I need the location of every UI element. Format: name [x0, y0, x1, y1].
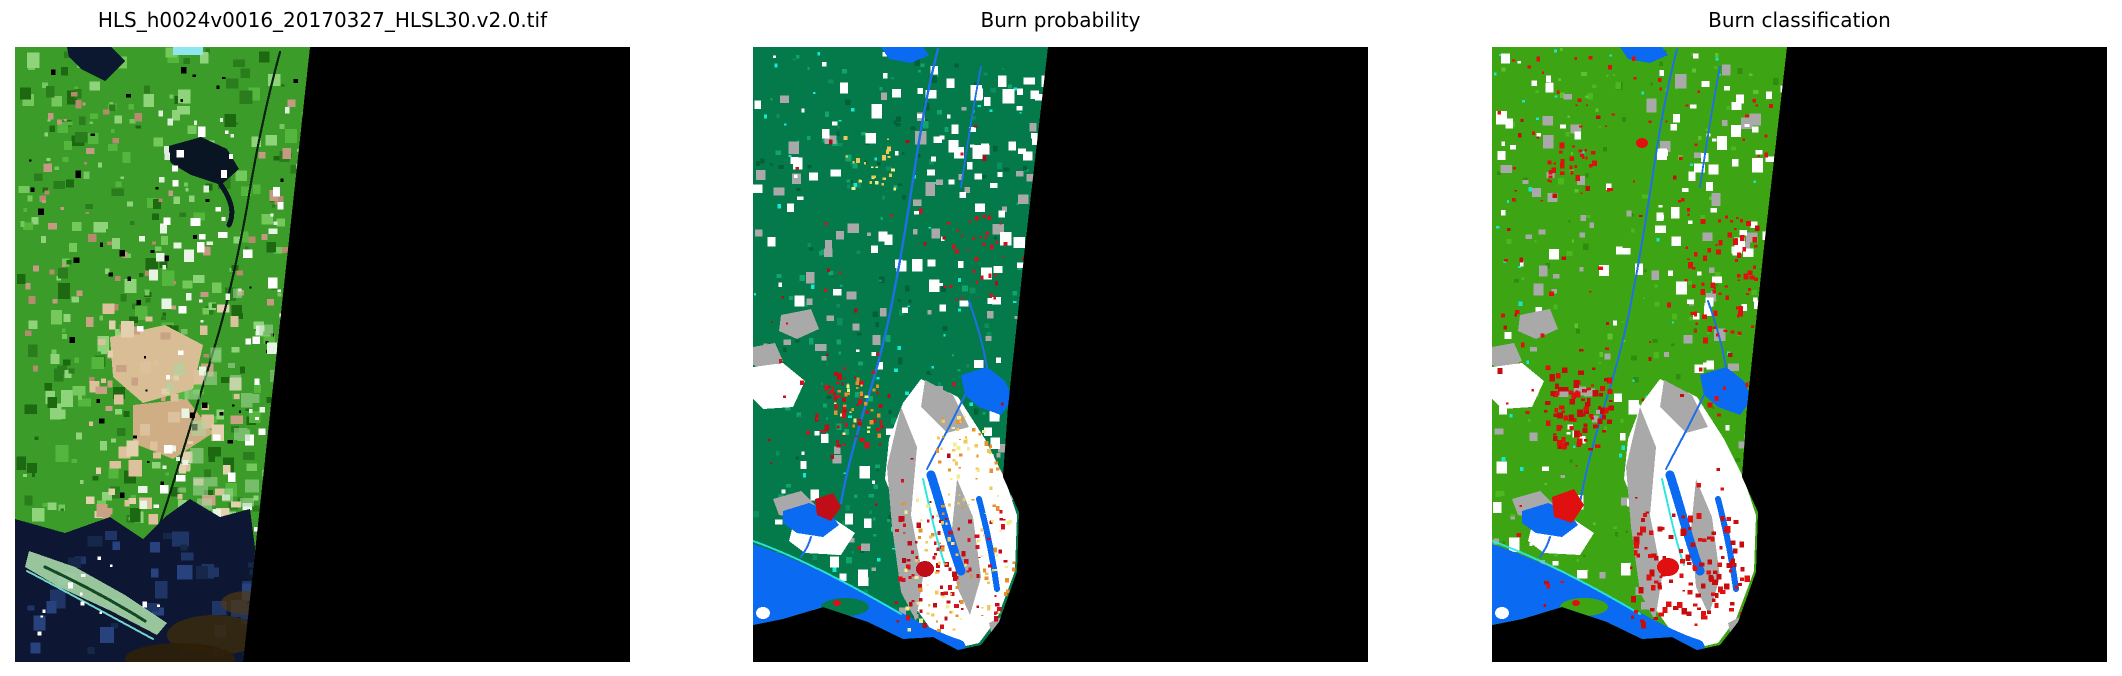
burn-probability-map-image [753, 47, 1368, 662]
burn-classification-map-image [1492, 47, 2107, 662]
panel-title-burn-probability: Burn probability [980, 8, 1141, 32]
panel-title-hls-image: HLS_h0024v0016_20170327_HLSL30.v2.0.tif [97, 8, 548, 32]
satellite-true-color-image [15, 47, 630, 662]
panel-title-burn-classification: Burn classification [1708, 8, 1891, 32]
